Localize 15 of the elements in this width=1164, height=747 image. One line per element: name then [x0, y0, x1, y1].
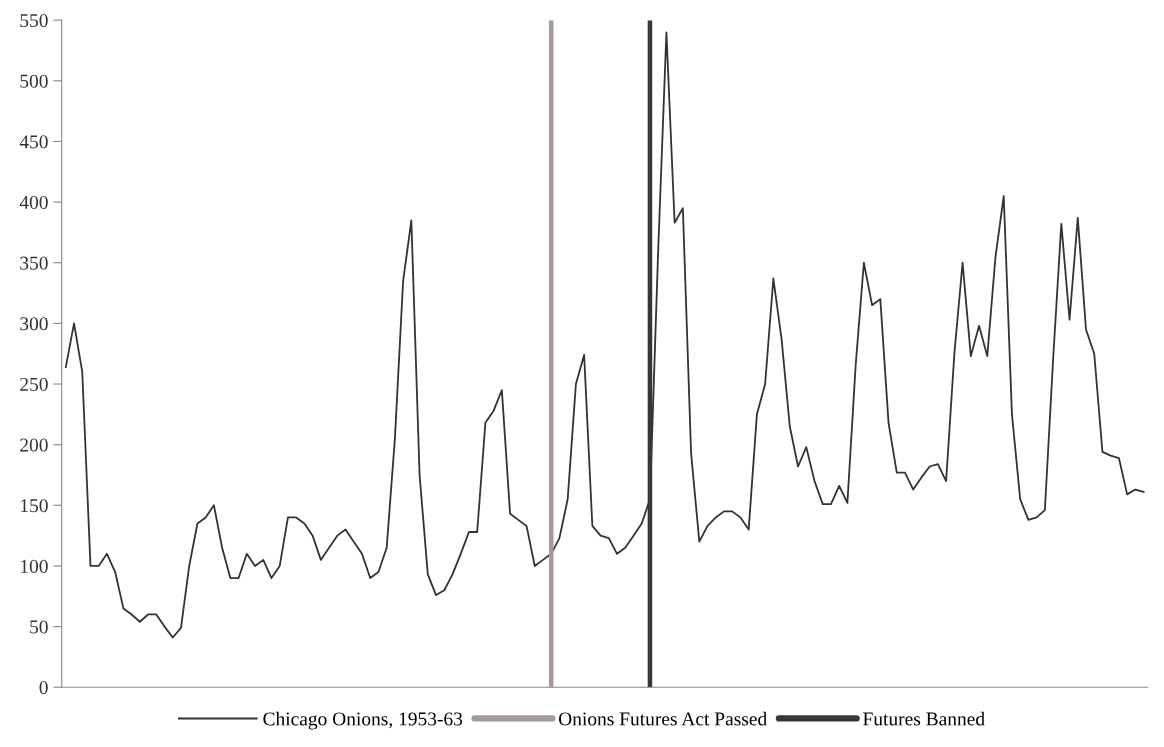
y-tick-label: 400: [19, 195, 48, 210]
y-tick-label: 250: [20, 377, 48, 391]
y-tick-label: 500: [20, 74, 48, 88]
legend-label: Futures Banned: [863, 711, 985, 726]
y-tick-label: 200: [20, 438, 48, 452]
y-tick-label: 100: [21, 559, 48, 573]
y-tick-label: 50: [30, 620, 48, 634]
y-tick-label: 550: [20, 13, 48, 28]
y-tick-label: 150: [21, 499, 48, 513]
y-tick-label: 0: [39, 681, 48, 695]
y-tick-label: 300: [20, 317, 48, 331]
y-tick-label: 450: [19, 135, 48, 149]
legend-label: Chicago Onions, 1953-63: [263, 711, 463, 730]
legend-label: Onions Futures Act Passed: [558, 711, 767, 726]
y-tick-label: 350: [20, 256, 48, 270]
